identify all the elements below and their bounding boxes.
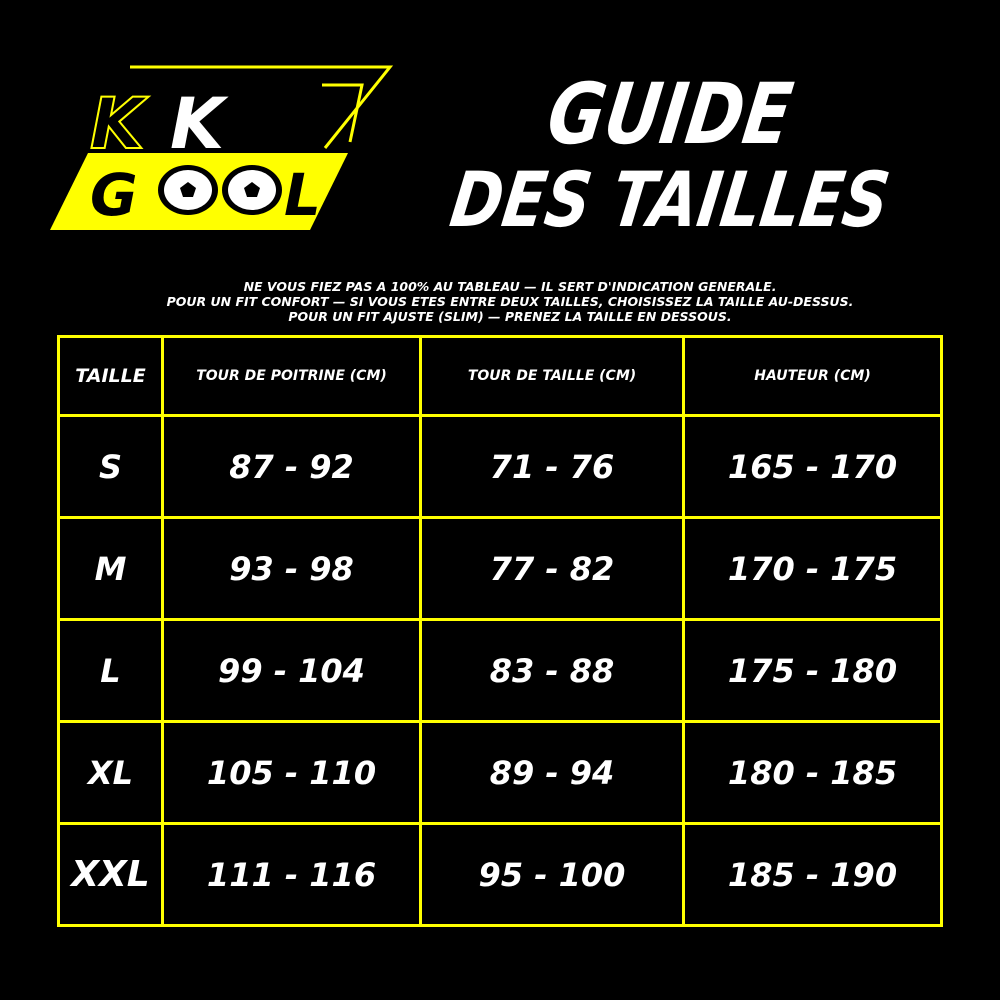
chest-cell: 93 - 98 — [161, 516, 422, 621]
table-row: M 93 - 98 77 - 82 170 - 175 — [57, 516, 943, 621]
svg-text:K: K — [90, 83, 149, 165]
waist-cell: 83 - 88 — [419, 618, 685, 723]
height-cell: 165 - 170 — [682, 414, 943, 519]
svg-text:G: G — [90, 161, 138, 229]
chest-cell: 99 - 104 — [161, 618, 422, 723]
waist-cell: 95 - 100 — [419, 822, 685, 927]
size-cell: L — [57, 618, 164, 723]
height-cell: 170 - 175 — [682, 516, 943, 621]
height-cell: 175 - 180 — [682, 618, 943, 723]
waist-cell: 89 - 94 — [419, 720, 685, 825]
chest-cell: 105 - 110 — [161, 720, 422, 825]
header-waist: TOUR DE TAILLE (CM) — [419, 335, 685, 417]
disclaimer-note: NE VOUS FIEZ PAS A 100% AU TABLEAU — IL … — [80, 279, 940, 324]
header-row: TAILLE TOUR DE POITRINE (CM) TOUR DE TAI… — [57, 335, 943, 417]
table-row: XXL 111 - 116 95 - 100 185 - 190 — [57, 822, 943, 927]
note-line: POUR UN FIT CONFORT — SI VOUS ETES ENTRE… — [166, 294, 854, 309]
title-line-1: GUIDE — [541, 65, 799, 163]
height-cell: 185 - 190 — [682, 822, 943, 927]
size-cell: XXL — [57, 822, 164, 927]
note-line: NE VOUS FIEZ PAS A 100% AU TABLEAU — IL … — [243, 279, 777, 294]
svg-text:L: L — [284, 161, 321, 229]
table-row: S 87 - 92 71 - 76 165 - 170 — [57, 414, 943, 519]
size-table: TAILLE TOUR DE POITRINE (CM) TOUR DE TAI… — [57, 335, 943, 927]
table-row: L 99 - 104 83 - 88 175 - 180 — [57, 618, 943, 723]
header-height: HAUTEUR (CM) — [682, 335, 943, 417]
title-line-2: DES TAILLES — [445, 155, 895, 244]
size-cell: S — [57, 414, 164, 519]
waist-cell: 77 - 82 — [419, 516, 685, 621]
header-chest: TOUR DE POITRINE (CM) — [161, 335, 422, 417]
svg-text:K: K — [170, 83, 229, 165]
note-line: POUR UN FIT AJUSTE (SLIM) — PRENEZ LA TA… — [288, 309, 732, 324]
header-taille: TAILLE — [57, 335, 164, 417]
kk-gool-logo: K K G L — [50, 65, 394, 230]
size-cell: XL — [57, 720, 164, 825]
size-cell: M — [57, 516, 164, 621]
table-row: XL 105 - 110 89 - 94 180 - 185 — [57, 720, 943, 825]
chest-cell: 87 - 92 — [161, 414, 422, 519]
height-cell: 180 - 185 — [682, 720, 943, 825]
waist-cell: 71 - 76 — [419, 414, 685, 519]
chest-cell: 111 - 116 — [161, 822, 422, 927]
